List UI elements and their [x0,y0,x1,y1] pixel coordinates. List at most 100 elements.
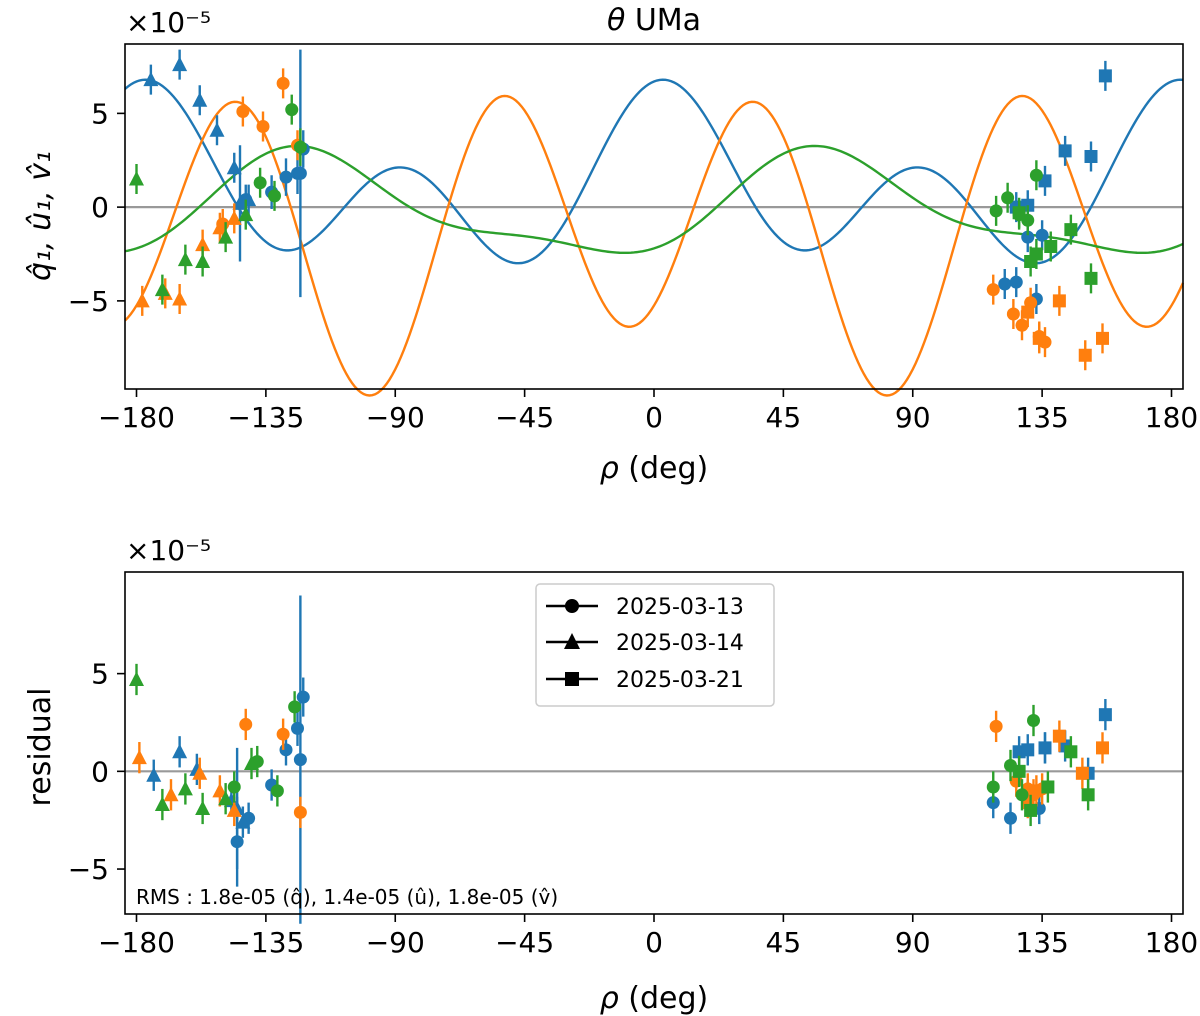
bottom-point-q-circle [293,753,307,767]
bottom-point-v-triangle [129,671,144,686]
bottom-point-q-triangle [172,743,188,759]
top-xtick-label: 45 [766,401,802,434]
top-point-v-circle [1029,168,1043,182]
bottom-point-u-circle [293,805,307,819]
top-xlabel-unit: (deg) [619,451,709,486]
bottom-point-v-square [1012,764,1026,778]
top-ytick-label: 0 [91,191,109,224]
top-point-q-circle [998,277,1012,291]
bottom-ytick-label: 5 [91,658,109,691]
bottom-point-q-circle [296,690,310,704]
bottom-point-v-square [1024,803,1038,817]
top-point-v-circle [253,176,267,190]
top-point-u-circle [1015,318,1029,332]
bottom-xtick-label: −45 [495,926,554,959]
bottom-ticks: −180 −135 −90 −45 0 45 90 135 180 −5 0 5 [68,658,1199,959]
bottom-point-v-triangle [154,796,170,812]
bottom-panel: ×10⁻⁵ residual ρ (deg) −180 −135 −90 −45 0 45… [23,534,1198,1016]
top-title: θ UMa [607,3,701,38]
title-star: UMa [625,3,701,38]
top-point-q-circle [1035,228,1049,242]
legend: 2025-03-13 2025-03-14 2025-03-21 [535,583,775,707]
bottom-xtick-label: 135 [1015,926,1068,959]
top-point-v-triangle [238,206,254,222]
top-point-v-circle [268,189,281,203]
bottom-xtick-label: 0 [645,926,663,959]
top-point-v-circle [285,103,299,117]
top-xtick-label: −180 [98,401,175,434]
bottom-ytick-label: −5 [68,853,109,886]
bottom-point-u-triangle [163,786,179,802]
top-xtick-label: 0 [645,401,663,434]
bottom-point-v-circle [288,700,302,714]
top-point-v-square [1064,223,1078,237]
legend-label-2: 2025-03-14 [616,631,744,656]
top-point-v-square [1044,240,1058,253]
bottom-point-v-circle [1015,788,1029,802]
bottom-point-q-circle [279,743,293,757]
bottom-point-q-square [1098,708,1112,722]
bottom-xtick-label: −90 [366,926,425,959]
bottom-point-v-circle [227,780,241,794]
top-point-v-square [1029,247,1043,261]
top-point-v-triangle [154,281,170,297]
top-xtick-label: −45 [495,401,554,434]
top-point-v-triangle [129,171,144,186]
top-xtick-label: −135 [227,401,304,434]
top-point-q-circle [1021,230,1035,244]
bottom-point-v-circle [986,780,1000,794]
bottom-ylabel: residual [23,688,58,807]
top-point-u-square [1078,348,1092,362]
bottom-point-v-circle [270,784,284,798]
top-ylabel: q̂₁, û₁, v̂₁ [23,151,58,281]
legend-entry-1: 2025-03-13 [546,595,744,620]
bottom-point-v-triangle [195,800,211,815]
top-point-v-square [1012,206,1026,220]
bottom-point-v-triangle [177,780,193,796]
top-ytick-label: −5 [68,285,109,318]
top-point-u-circle [256,120,270,133]
bottom-point-v-square [1064,745,1078,759]
top-offset-text: ×10⁻⁵ [126,6,211,39]
top-point-q-triangle [192,92,208,107]
top-point-v-triangle [195,253,211,268]
bottom-point-q-triangle [235,814,251,829]
bottom-point-v-square [1081,788,1095,802]
legend-triangle-marker [564,633,580,649]
bottom-xtick-label: −180 [98,926,175,959]
top-point-q-triangle [209,122,225,137]
top-xtick-label: −90 [366,401,425,434]
bottom-point-v-triangle [218,790,234,806]
top-point-q-circle [293,166,307,180]
top-point-v-circle [989,204,1003,218]
title-theta: θ [607,3,625,38]
top-panel: θ UMa ×10⁻⁵ q̂₁, û₁, v̂₁ ρ (deg) −180 −13… [23,3,1198,486]
bottom-point-u-square [1096,741,1109,755]
bottom-point-v-circle [1027,714,1040,728]
top-point-v-circle [293,140,307,154]
bottom-xlabel: ρ (deg) [600,981,709,1016]
top-ytick-label: 5 [91,97,109,130]
bottom-xlabel-symbol: ρ [600,981,619,1016]
top-point-q-circle [279,170,293,184]
top-point-u-circle [1006,307,1020,321]
top-point-u-triangle [226,210,242,225]
legend-entry-3: 2025-03-21 [546,668,744,693]
bottom-point-u-triangle [226,802,242,817]
top-xtick-label: 135 [1015,401,1068,434]
bottom-point-u-square [1075,766,1089,780]
legend-label-1: 2025-03-13 [616,595,744,620]
bottom-point-u-triangle [192,765,208,780]
legend-square-marker [565,672,579,686]
bottom-xtick-label: −135 [227,926,304,959]
legend-label-3: 2025-03-21 [616,668,744,693]
bottom-point-q-square [1038,741,1052,755]
top-point-q-circle [1009,275,1023,289]
bottom-point-u-circle [989,719,1003,733]
top-point-v-circle [1001,191,1015,205]
top-point-u-square [1052,294,1066,308]
top-point-q-triangle [232,195,248,210]
bottom-xtick-label: 180 [1145,926,1198,959]
bottom-xtick-label: 90 [895,926,931,959]
